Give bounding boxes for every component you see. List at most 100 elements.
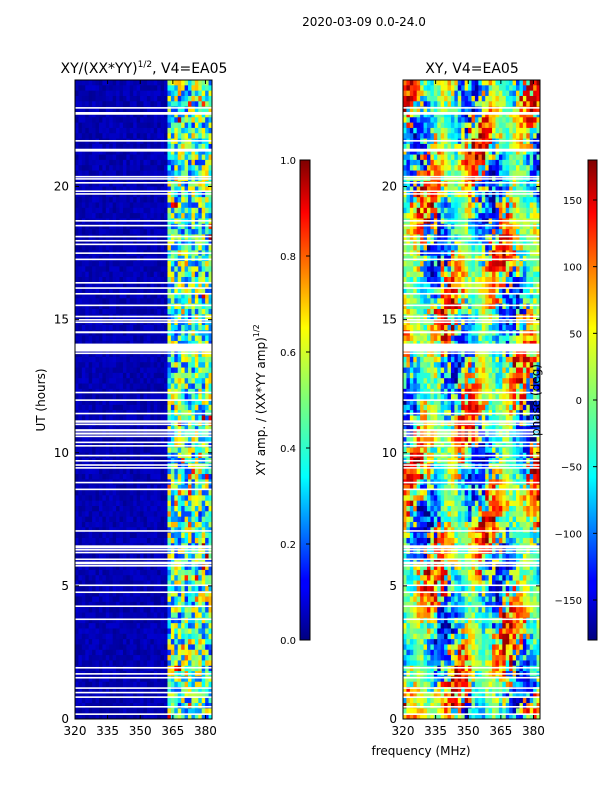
amp-heatmap-cell <box>191 404 196 411</box>
amp-heatmap-cell <box>177 245 182 251</box>
amp-heatmap-cell <box>85 495 90 502</box>
amp-heatmap-cell <box>129 516 134 523</box>
amp-heatmap-cell <box>198 186 203 193</box>
amp-heatmap-cell <box>157 143 162 150</box>
amp-heatmap-cell <box>136 436 141 443</box>
amp-heatmap-cell <box>85 553 90 560</box>
amp-heatmap-cell <box>191 80 196 86</box>
amp-heatmap-cell <box>160 537 165 544</box>
amp-heatmap-cell <box>205 591 209 597</box>
amp-heatmap-cell <box>122 378 127 384</box>
amp-heatmap-cell <box>136 596 141 603</box>
amp-heatmap-cell <box>198 122 203 129</box>
amp-heatmap-cell <box>81 415 86 422</box>
amp-heatmap-cell <box>92 713 96 720</box>
amp-heatmap-cell <box>98 298 103 305</box>
amp-heatmap-cell <box>140 117 144 124</box>
amp-heatmap-cell <box>85 628 90 635</box>
amp-heatmap-cell <box>164 655 168 661</box>
amp-heatmap-cell <box>116 596 120 603</box>
amp-heatmap-cell <box>184 388 189 395</box>
amp-heatmap-cell <box>191 122 196 129</box>
amp-heatmap-cell <box>136 703 141 709</box>
amp-heatmap-cell <box>201 665 206 672</box>
amp-heatmap-cell <box>170 122 175 129</box>
amp-heatmap-cell <box>177 601 182 608</box>
amp-heatmap-cell <box>188 159 192 166</box>
amp-heatmap-cell <box>112 170 117 177</box>
amp-heatmap-cell <box>181 601 185 608</box>
amp-heatmap-cell <box>157 665 162 672</box>
amp-heatmap-cell <box>109 655 114 661</box>
amp-heatmap-cell <box>177 591 182 597</box>
amp-heatmap-cell <box>160 612 165 619</box>
amp-heatmap-cell <box>116 287 120 294</box>
amp-heatmap-cell <box>95 298 100 305</box>
amplitude-panel: XY/(XX*YY)1/2, V4=EA05 320 335 350 365 38005… <box>34 60 227 738</box>
amp-heatmap-cell <box>181 495 185 502</box>
amp-heatmap-cell <box>208 681 213 688</box>
amp-heatmap-cell <box>109 601 114 608</box>
amp-heatmap-cell <box>75 181 79 187</box>
amp-heatmap-cell <box>167 122 172 129</box>
amp-flagged-row <box>75 112 212 114</box>
phase-heatmap-cell <box>457 85 462 92</box>
amp-heatmap-cell <box>188 181 192 187</box>
amp-heatmap-cell <box>88 117 93 124</box>
amp-heatmap-cell <box>191 170 196 177</box>
amp-heatmap-cell <box>75 127 79 134</box>
amp-flagged-row <box>75 713 212 715</box>
amp-heatmap-cell <box>116 404 120 411</box>
amp-heatmap-cell <box>198 474 203 480</box>
amp-heatmap-cell <box>198 633 203 640</box>
amp-heatmap-cell <box>136 170 141 177</box>
amp-heatmap-cell <box>109 367 114 374</box>
amp-heatmap-cell <box>75 303 79 310</box>
amp-heatmap-cell <box>75 607 79 613</box>
amp-heatmap-cell <box>194 388 199 395</box>
amp-heatmap-cell <box>119 436 124 443</box>
amp-heatmap-cell <box>177 261 182 267</box>
amp-heatmap-cell <box>102 229 107 235</box>
amp-heatmap-cell <box>194 569 199 576</box>
amp-heatmap-cell <box>157 229 162 235</box>
amp-heatmap-cell <box>105 687 110 693</box>
amp-heatmap-cell <box>136 356 141 363</box>
amp-heatmap-cell <box>170 213 175 219</box>
amp-heatmap-cell <box>98 687 103 693</box>
amp-heatmap-cell <box>167 223 172 230</box>
amp-heatmap-cell <box>105 633 110 640</box>
amp-flagged-row <box>75 530 212 532</box>
amp-heatmap-cell <box>109 159 114 166</box>
amp-heatmap-cell <box>191 506 196 512</box>
amp-heatmap-cell <box>133 245 138 251</box>
amp-heatmap-cell <box>105 133 110 139</box>
amp-flagged-row <box>75 319 212 321</box>
amp-heatmap-cell <box>208 442 213 448</box>
amp-flagged-row <box>75 224 212 227</box>
amp-heatmap-cell <box>102 585 107 592</box>
amp-heatmap-cell <box>126 207 131 214</box>
amp-heatmap-cell <box>181 165 185 171</box>
amp-heatmap-cell <box>208 585 213 592</box>
amp-heatmap-cell <box>184 372 189 379</box>
amp-heatmap-cell <box>201 154 206 161</box>
amp-heatmap-cell <box>194 298 199 305</box>
amp-heatmap-cell <box>112 122 117 129</box>
amp-heatmap-cell <box>205 665 209 672</box>
amp-heatmap-cell <box>208 474 213 480</box>
amp-heatmap-cell <box>201 213 206 219</box>
amp-heatmap-cell <box>150 261 155 267</box>
amp-heatmap-cell <box>160 415 165 422</box>
amp-heatmap-cell <box>129 378 134 384</box>
amp-heatmap-cell <box>133 223 138 230</box>
amp-heatmap-cell <box>194 404 199 411</box>
amp-heatmap-cell <box>98 633 103 640</box>
amp-heatmap-cell <box>136 85 141 92</box>
amp-heatmap-cell <box>78 553 83 560</box>
amp-heatmap-cell <box>201 388 206 395</box>
amp-heatmap-cell <box>143 372 148 379</box>
amp-flagged-row <box>75 561 212 564</box>
amp-heatmap-cell <box>167 703 172 709</box>
amp-heatmap-cell <box>184 426 189 432</box>
